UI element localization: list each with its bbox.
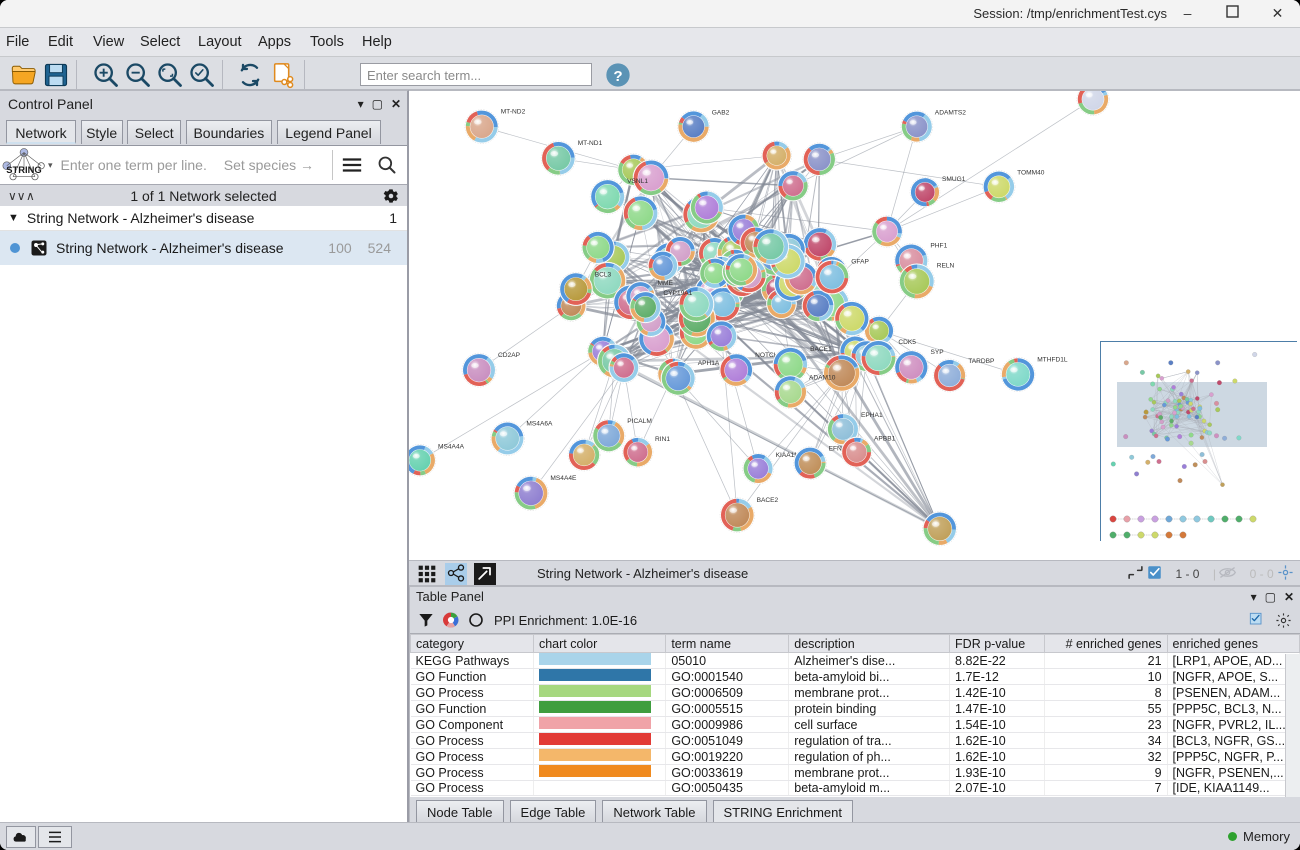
- svg-text:ADAM10: ADAM10: [809, 374, 836, 381]
- svg-text:TOMM40: TOMM40: [1017, 170, 1045, 177]
- svg-text:TARDBP: TARDBP: [968, 358, 995, 365]
- svg-text:RELN: RELN: [937, 263, 955, 270]
- svg-text:MT-ND1: MT-ND1: [578, 140, 603, 147]
- svg-text:?: ?: [613, 68, 622, 85]
- svg-text:VSNL1: VSNL1: [627, 178, 648, 185]
- svg-text:ADAMTS2: ADAMTS2: [935, 110, 966, 117]
- svg-text:MT-ND2: MT-ND2: [501, 109, 526, 116]
- svg-text:MS4A4A: MS4A4A: [438, 443, 465, 450]
- svg-text:MS4A4E: MS4A4E: [550, 475, 577, 482]
- svg-text:MME: MME: [658, 280, 674, 287]
- svg-text:GAB2: GAB2: [712, 109, 730, 116]
- svg-text:CD2AP: CD2AP: [498, 352, 521, 359]
- svg-text:EPHA1: EPHA1: [861, 412, 883, 419]
- svg-text:PHF1: PHF1: [930, 243, 947, 250]
- svg-text:GFAP: GFAP: [851, 259, 869, 266]
- svg-text:APH1A: APH1A: [698, 360, 720, 367]
- svg-text:BACE2: BACE2: [757, 497, 779, 504]
- svg-text:BCL3: BCL3: [595, 271, 612, 278]
- svg-text:MTHFD1L: MTHFD1L: [1037, 356, 1068, 363]
- svg-text:MS4A6A: MS4A6A: [526, 421, 553, 428]
- svg-text:PICALM: PICALM: [627, 418, 652, 425]
- svg-text:STRING: STRING: [6, 164, 41, 175]
- svg-text:RIN1: RIN1: [655, 436, 670, 443]
- svg-text:CYP19A1: CYP19A1: [663, 290, 692, 297]
- svg-text:BACE1: BACE1: [810, 346, 832, 353]
- svg-text:SMUG1: SMUG1: [942, 176, 966, 183]
- svg-text:CDK5: CDK5: [898, 339, 916, 346]
- svg-text:APBB1: APBB1: [874, 436, 896, 443]
- svg-text:SYP: SYP: [931, 349, 945, 356]
